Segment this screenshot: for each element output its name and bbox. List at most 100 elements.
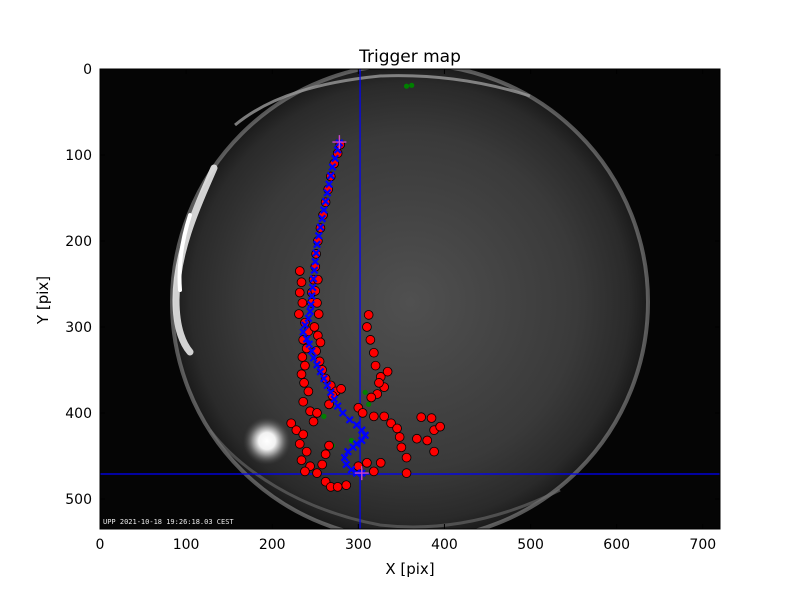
track-point [344, 447, 352, 456]
trigger-point [286, 418, 296, 429]
x-tick-label: 500 [517, 537, 544, 553]
trigger-point [369, 411, 379, 422]
track-point [306, 307, 315, 316]
track-point [309, 353, 318, 362]
track-point [347, 465, 356, 474]
track-point [357, 436, 366, 445]
track-point [345, 415, 354, 424]
trigger-point [426, 413, 437, 423]
trigger-point [369, 347, 379, 358]
track-point [325, 180, 334, 189]
trigger-point [382, 366, 393, 377]
track-point [308, 283, 317, 292]
x-tick-label: 0 [96, 537, 105, 553]
trigger-point [336, 384, 346, 394]
track-point [326, 171, 335, 180]
trigger-point [296, 277, 307, 288]
other-point [321, 413, 327, 419]
track-point [305, 340, 314, 349]
track-point [306, 300, 315, 309]
city-glow-horizon [172, 164, 218, 356]
trigger-point [386, 418, 396, 429]
trigger-point [296, 369, 307, 380]
other-point [403, 83, 410, 89]
trigger-point [401, 452, 412, 463]
trigger-point [291, 425, 302, 435]
trigger-point [394, 432, 405, 442]
trigger-point [412, 433, 422, 444]
trigger-point [375, 457, 386, 468]
trigger-point [369, 466, 379, 477]
trigger-point [435, 421, 445, 432]
series-track-points [299, 138, 370, 478]
plot-frame [99, 68, 721, 530]
plot-area: UPP 2021-10-18 19:26:18.03 CEST [100, 69, 720, 529]
track-point [361, 431, 370, 440]
x-axis-ticks: 0 100 200 300 400 500 600 700 [96, 69, 716, 553]
y-tick-label: 500 [65, 492, 92, 508]
x-tick-label: 100 [173, 537, 200, 553]
trigger-point [298, 396, 309, 407]
trigger-point [363, 310, 374, 320]
trigger-point [429, 446, 439, 457]
track-point [331, 154, 340, 163]
trigger-point [341, 480, 352, 490]
y-axis-label: Y [pix] [34, 276, 52, 325]
trigger-point [401, 468, 412, 478]
track-point [328, 163, 337, 171]
trigger-point [332, 482, 343, 492]
track-point [313, 240, 321, 249]
other-point [366, 401, 372, 407]
track-point [313, 360, 321, 369]
moon-glow [243, 417, 291, 465]
fisheye-sky [172, 69, 648, 529]
x-tick-label: 600 [603, 537, 630, 553]
track-point [323, 381, 332, 390]
trigger-point [299, 378, 309, 388]
trigger-point [422, 435, 433, 446]
horizon-lights-top [234, 74, 531, 127]
track-point [314, 231, 323, 240]
track-point [321, 197, 330, 206]
track-point [309, 274, 318, 283]
trigger-point [301, 343, 312, 354]
track-point [319, 374, 328, 383]
track-point [330, 395, 339, 404]
trigger-point [362, 322, 372, 332]
trigger-point [312, 468, 322, 478]
chart-title: Trigger map [358, 47, 461, 67]
trigger-point [362, 457, 372, 468]
trigger-point [294, 439, 305, 449]
trigger-point [324, 440, 334, 451]
x-tick-label: 400 [431, 537, 458, 553]
horizon-lights-left [177, 213, 192, 292]
trigger-point [309, 322, 320, 332]
track-point [319, 206, 328, 214]
trigger-point [300, 360, 310, 371]
trigger-point [301, 446, 312, 457]
trigger-point [315, 337, 326, 348]
track-point [302, 335, 311, 343]
track-point [299, 328, 308, 337]
fisheye-rim [170, 69, 650, 529]
series-trigger-points [286, 139, 445, 492]
track-endpoint-markers [332, 135, 369, 481]
trigger-point [297, 298, 308, 308]
trigger-point [392, 423, 402, 434]
trigger-point [303, 386, 314, 397]
y-axis-ticks: 0 100 200 300 400 500 [65, 62, 720, 508]
y-tick-label: 0 [83, 62, 92, 78]
horizon-lights-bottom [208, 429, 561, 529]
other-point [362, 389, 368, 395]
trigger-point [312, 408, 322, 418]
trigger-point [365, 335, 376, 345]
y-tick-label: 200 [65, 234, 92, 250]
other-point [348, 437, 355, 444]
track-point [340, 453, 349, 462]
track-point [304, 314, 313, 323]
trigger-point [320, 449, 331, 459]
trigger-point [300, 466, 310, 477]
trigger-point [416, 412, 426, 423]
trigger-point [317, 459, 327, 470]
trigger-point [308, 416, 319, 427]
